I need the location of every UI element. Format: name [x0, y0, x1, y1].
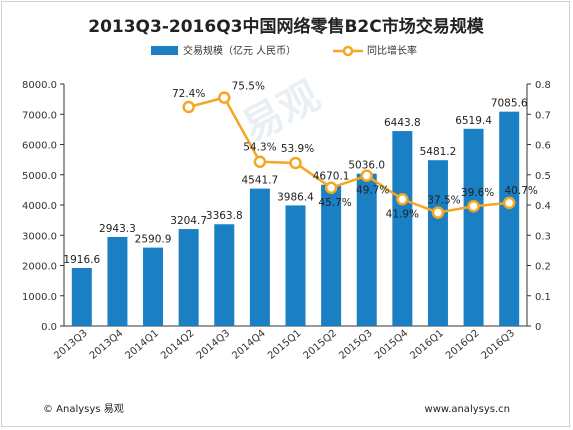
bar	[71, 268, 92, 326]
growth-point	[502, 196, 516, 210]
bar-value-label: 1916.6	[63, 254, 100, 266]
bar-value-label: 4670.1	[313, 171, 350, 183]
y-right-tick-label: 0.3	[535, 231, 551, 242]
bar-value-label: 7085.6	[491, 98, 528, 110]
growth-point	[289, 156, 302, 170]
x-tick-label: 2014Q4	[230, 328, 267, 362]
bar-value-label: 5036.0	[348, 160, 385, 172]
bar	[321, 184, 342, 326]
bar	[285, 205, 306, 326]
legend-label-bar: 交易规模（亿元 人民币）	[183, 44, 296, 57]
y-right-tick-label: 0.8	[535, 80, 551, 91]
bar	[392, 131, 413, 326]
bar	[249, 188, 270, 326]
legend-swatch-marker	[342, 45, 354, 57]
chart-title: 2013Q3-2016Q3中国网络零售B2C市场交易规模	[88, 16, 485, 37]
bar-value-label: 3363.8	[206, 210, 243, 222]
growth-point	[431, 206, 445, 219]
bars	[71, 111, 520, 326]
growth-value-label: 75.5%	[232, 81, 265, 93]
y-right-tick-label: 0.5	[535, 171, 551, 182]
growth-point	[396, 193, 409, 206]
growth-point	[218, 91, 231, 104]
bar	[427, 160, 448, 326]
growth-value-label: 39.6%	[461, 187, 494, 199]
legend-label-line: 同比增长率	[367, 44, 417, 57]
bar	[178, 229, 199, 326]
growth-value-label: 40.7%	[505, 185, 538, 197]
y-left-tick-label: 0.0	[41, 322, 57, 333]
growth-value-label: 72.4%	[172, 88, 205, 100]
x-tick-label: 2015Q1	[266, 328, 303, 362]
y-left-tick-label: 2000.0	[22, 262, 57, 273]
bar-value-label: 3204.7	[170, 215, 207, 227]
footer-copyright: © Analysys 易观	[43, 403, 124, 415]
x-tick-label: 2015Q2	[302, 328, 339, 362]
bar	[356, 173, 377, 326]
y-left-tick-label: 7000.0	[22, 110, 57, 121]
x-tick-label: 2013Q4	[88, 328, 125, 362]
growth-point	[360, 169, 373, 182]
growth-value-label: 54.3%	[243, 142, 276, 154]
bar-value-label: 2943.3	[99, 223, 136, 235]
bar-value-label: 2590.9	[135, 234, 172, 246]
growth-point	[467, 199, 480, 213]
x-tick-label: 2014Q3	[195, 328, 232, 362]
bar-value-label: 4541.7	[242, 175, 279, 187]
y-right-tick-label: 0.7	[535, 110, 551, 121]
x-tick-label: 2014Q1	[123, 328, 160, 362]
x-tick-label: 2015Q4	[373, 328, 410, 362]
x-tick-label: 2016Q2	[444, 328, 481, 362]
bar	[214, 224, 235, 326]
growth-line	[182, 91, 516, 219]
bar	[463, 128, 484, 326]
x-tick-label: 2016Q1	[408, 328, 445, 362]
y-left-tick-label: 6000.0	[22, 141, 57, 152]
bar-value-label: 3986.4	[277, 191, 314, 203]
bar	[499, 111, 520, 326]
growth-point	[324, 181, 338, 195]
growth-value-label: 49.7%	[356, 185, 389, 197]
bar-value-label: 5481.2	[420, 146, 457, 158]
y-right-tick-label: 0.2	[535, 262, 551, 273]
x-tick-label: 2015Q3	[337, 328, 374, 362]
bar-value-label: 6443.8	[384, 117, 421, 129]
bar	[143, 247, 164, 326]
y-left-tick-label: 1000.0	[22, 292, 57, 303]
y-left-tick-label: 3000.0	[22, 231, 57, 242]
bar	[107, 236, 128, 326]
growth-value-label: 37.5%	[427, 195, 460, 207]
y-left-tick-label: 8000.0	[22, 80, 57, 91]
growth-line-path	[188, 96, 510, 214]
growth-value-label: 53.9%	[281, 143, 314, 155]
x-tick-label: 2013Q3	[52, 328, 89, 362]
growth-value-label: 41.9%	[386, 208, 419, 220]
y-right-tick-label: 0.1	[535, 292, 551, 303]
x-tick-label: 2014Q2	[159, 328, 196, 362]
y-right-tick-label: 0.6	[535, 141, 551, 152]
y-right-tick-label: 0	[535, 322, 541, 333]
x-tick-label: 2016Q3	[480, 328, 517, 362]
legend-swatch-bar	[151, 46, 178, 55]
bar-value-label: 6519.4	[455, 115, 492, 127]
footer-website: www.analysys.cn	[425, 404, 510, 415]
growth-point	[253, 155, 267, 168]
growth-value-label: 45.7%	[318, 197, 351, 209]
growth-point	[182, 100, 195, 114]
y-left-tick-label: 5000.0	[22, 171, 57, 182]
legend: 交易规模（亿元 人民币） 同比增长率	[151, 44, 417, 57]
y-left-tick-label: 4000.0	[22, 201, 57, 212]
y-right-tick-label: 0.4	[535, 201, 551, 212]
